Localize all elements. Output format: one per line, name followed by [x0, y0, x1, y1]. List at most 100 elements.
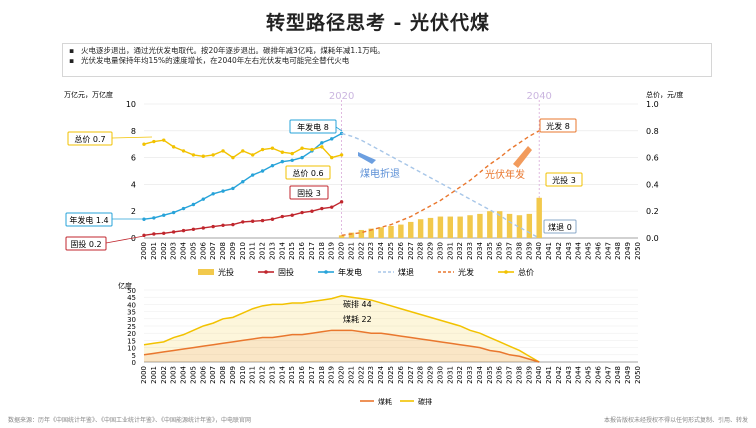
x-tick-label: 2047	[604, 242, 612, 260]
data-point	[201, 154, 205, 158]
callout-solar-gen-end-box	[539, 118, 577, 133]
x-tick-label: 2034	[476, 241, 484, 259]
y-tick-label-left: 4	[131, 180, 136, 189]
data-point	[231, 186, 235, 191]
data-point	[250, 173, 255, 177]
series-line	[143, 294, 540, 363]
data-point	[191, 227, 196, 231]
data-point	[320, 206, 324, 211]
x-tick-label: 2004	[180, 365, 188, 383]
x-tick-label: 2046	[594, 365, 602, 383]
series-line	[143, 329, 540, 363]
y-tick-label-left: 2	[131, 207, 136, 216]
bar-solar-invest	[427, 217, 434, 238]
x-tick-label: 2009	[229, 366, 237, 384]
data-point	[221, 189, 225, 193]
data-point	[241, 149, 245, 153]
data-point	[339, 200, 344, 204]
bar-solar-invest	[516, 215, 523, 238]
y-tick-label-left: 0	[131, 234, 136, 243]
x-tick-label: 2032	[456, 242, 464, 260]
x-tick-label: 2002	[160, 242, 168, 260]
callout-solar-invest-end-box	[545, 172, 583, 187]
callout-total-price-end-box	[285, 165, 331, 180]
solar-growth-arrow	[513, 146, 532, 168]
x-tick-label: 2021	[347, 366, 355, 384]
year-marker-label: 2020	[329, 91, 354, 102]
data-point	[181, 149, 186, 153]
x-tick-label: 2038	[515, 242, 523, 260]
x-tick-label: 2007	[209, 366, 217, 384]
x-tick-label: 2025	[387, 242, 395, 260]
data-point	[290, 158, 294, 162]
legend-marker	[324, 270, 328, 274]
x-tick-label: 2018	[318, 366, 326, 384]
x-tick-label: 2008	[219, 366, 227, 384]
bar-solar-invest	[398, 224, 404, 238]
x-tick-label: 2036	[496, 365, 504, 383]
callout-total-price-start-box	[67, 131, 113, 146]
data-point	[162, 213, 166, 217]
y-axis-label-left: 万亿元，万亿度	[64, 90, 113, 99]
x-tick-label: 2031	[446, 366, 454, 384]
data-point	[142, 142, 146, 146]
x-tick-label: 2045	[585, 242, 593, 260]
data-point	[300, 210, 304, 215]
data-point	[280, 159, 285, 164]
x-tick-label: 2022	[357, 366, 365, 384]
annotation-carbon: 碳排 44	[343, 299, 372, 309]
y-axis-label: 亿度	[118, 282, 132, 290]
callout-invest-end: 固投 3	[297, 188, 321, 198]
x-tick-label: 2010	[239, 242, 247, 260]
y-tick-label: 25	[127, 323, 136, 331]
data-point	[231, 222, 235, 227]
data-point	[201, 226, 205, 230]
bar-solar-invest	[496, 211, 503, 238]
callout-total-price-end: 总价 0.6	[292, 168, 323, 178]
x-tick-label: 2021	[347, 242, 355, 260]
x-tick-label: 2011	[249, 366, 257, 384]
y-tick-label-left: 8	[131, 127, 136, 136]
x-tick-label: 2033	[466, 366, 474, 384]
x-tick-label: 2016	[298, 241, 306, 259]
callout-annual-gen-start: 年发电 1.4	[69, 215, 108, 225]
x-tick-label: 2024	[377, 365, 385, 383]
callout-line	[335, 126, 343, 132]
x-tick-label: 2006	[199, 365, 207, 383]
x-tick-label: 2035	[486, 366, 494, 384]
annotation-coal-use: 煤耗 22	[343, 314, 372, 324]
data-point	[280, 214, 285, 219]
y-tick-label-right: 0.4	[646, 180, 659, 189]
x-tick-label: 2027	[407, 242, 415, 260]
x-tick-label: 2032	[456, 366, 464, 384]
x-tick-label: 2030	[436, 242, 444, 260]
data-point	[152, 232, 156, 236]
data-point	[152, 216, 156, 220]
footer-copyright: 本报告版权未经授权不得以任何形式复制、引用、转发	[603, 417, 748, 424]
legend-label: 碳排	[418, 397, 432, 406]
y-tick-label: 30	[127, 316, 136, 324]
y-axis-label-right: 总价，元/度	[646, 90, 683, 99]
x-tick-label: 2008	[219, 242, 227, 260]
legend-swatch	[198, 269, 214, 275]
x-tick-label: 2006	[199, 241, 207, 259]
callout-invest-start: 固投 0.2	[70, 239, 101, 249]
top-chart: 0 0.0 2 0.2 4 0.4 6 0.6 8 0.8 10 1.0 万亿元，万亿度 总价，元/度 20…	[64, 90, 683, 277]
y-tick-label-right: 1.0	[646, 100, 659, 109]
bar-solar-invest	[487, 211, 493, 238]
y-tick-label-left: 6	[131, 154, 136, 163]
x-tick-label: 2009	[229, 242, 237, 260]
y-tick-label: 20	[127, 330, 136, 338]
bar-solar-invest	[477, 213, 483, 238]
data-point	[330, 205, 334, 209]
legend-label: 煤耗	[378, 397, 392, 406]
x-tick-label: 2041	[545, 366, 553, 384]
x-tick-label: 2044	[575, 365, 583, 383]
data-point	[260, 147, 265, 152]
x-tick-label: 2031	[446, 242, 454, 260]
data-point	[181, 206, 186, 211]
series-line	[341, 130, 540, 237]
note-item: ▪ 火电逐步退出，通过光伏发电取代。按20年逐步退出。碳排年减3亿吨，煤耗年减1.…	[69, 46, 385, 55]
x-tick-label: 2042	[555, 366, 563, 384]
callout-line	[105, 235, 145, 244]
